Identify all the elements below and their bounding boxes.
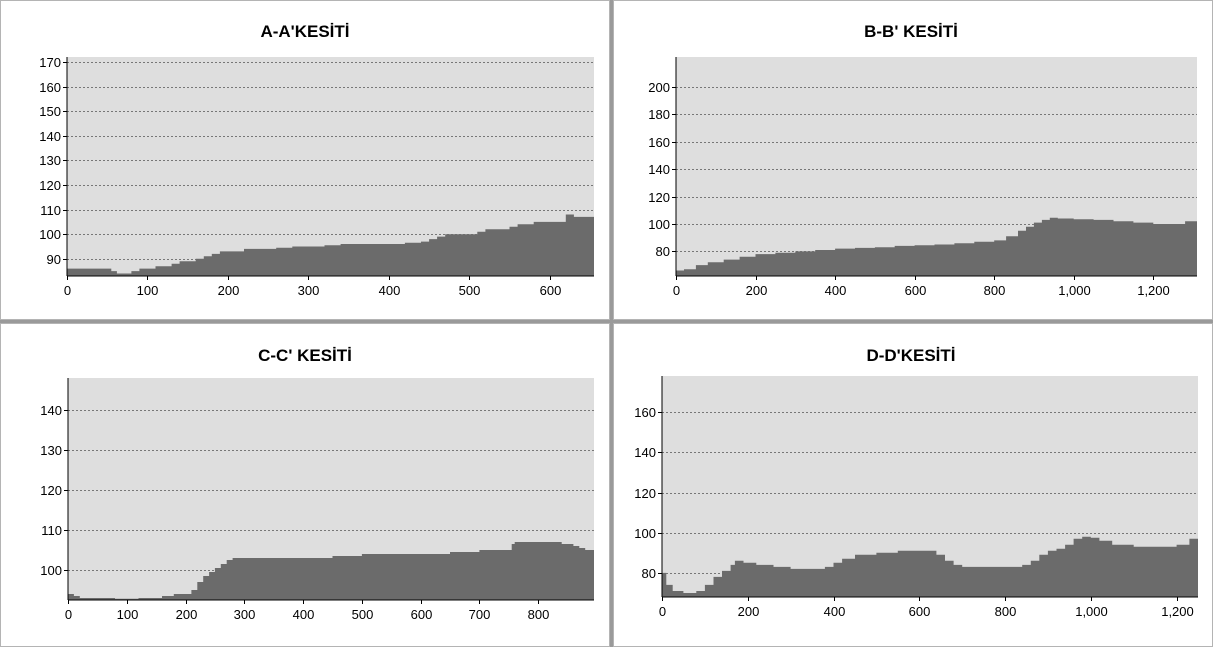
y-tick-label: 80: [656, 244, 670, 259]
y-tick-label: 160: [648, 135, 670, 150]
x-tick-layer: 0 200 400 600 800 1,000 1,200: [673, 276, 1170, 298]
profile-area: [68, 542, 594, 600]
y-tick-label: 120: [634, 486, 656, 501]
x-tick-label: 400: [379, 283, 401, 298]
axis-layer: [66, 57, 594, 277]
x-tick-label: 200: [738, 604, 760, 619]
x-tick-label: 200: [218, 283, 240, 298]
x-tick-label: 700: [469, 607, 491, 622]
y-tick-label: 100: [39, 227, 61, 242]
x-tick-label: 0: [64, 283, 71, 298]
chart-svg-b: B-B' KESİTİ 80 100 120 140 160 180 200 0 200 400…: [648, 22, 1197, 298]
y-tick-label: 160: [634, 405, 656, 420]
y-tick-layer: 100 110 120 130 140: [40, 403, 68, 578]
y-tick-layer: 90 100 110 120 130 140 150 160 170: [39, 55, 67, 267]
y-tick-label: 100: [648, 217, 670, 232]
panel-divider-vertical: [610, 0, 613, 647]
chart-panel-c: C-C' KESİTİ 100 110 120 130 140 0 100 200 300 40…: [0, 323, 610, 647]
x-tick-layer: 0 200 400 600 800 1,000 1,200: [659, 597, 1194, 619]
axis-layer: [67, 378, 594, 601]
x-tick-label: 200: [746, 283, 768, 298]
x-tick-label: 800: [984, 283, 1006, 298]
chart-panel-d: D-D'KESİTİ 80 100 120 140 160 0 200 400 600 800 1…: [613, 323, 1213, 647]
y-tick-label: 100: [634, 526, 656, 541]
x-tick-label: 400: [825, 283, 847, 298]
y-tick-label: 90: [47, 252, 61, 267]
x-tick-label: 400: [824, 604, 846, 619]
x-tick-label: 1,000: [1075, 604, 1108, 619]
axis-layer: [675, 57, 1197, 277]
y-tick-label: 80: [642, 566, 656, 581]
chart-svg-a: A-A'KESİTİ 90 100 110 120 130 140 150 160 170 0 1…: [39, 22, 594, 298]
x-tick-label: 100: [137, 283, 159, 298]
chart-svg-c: C-C' KESİTİ 100 110 120 130 140 0 100 200 300 40…: [40, 346, 594, 622]
chart-title: D-D'KESİTİ: [866, 346, 955, 365]
profile-area: [676, 217, 1197, 276]
y-tick-layer: 80 100 120 140 160: [634, 405, 662, 581]
area-layer: [67, 214, 594, 276]
chart-title: C-C' KESİTİ: [258, 346, 352, 365]
profile-area: [662, 534, 1198, 597]
x-tick-label: 1,200: [1161, 604, 1194, 619]
y-tick-label: 120: [648, 190, 670, 205]
chart-panel-b: B-B' KESİTİ 80 100 120 140 160 180 200 0 200 400…: [613, 0, 1213, 320]
x-tick-label: 600: [411, 607, 433, 622]
y-tick-label: 170: [39, 55, 61, 70]
area-layer: [676, 217, 1197, 276]
y-tick-label: 160: [39, 80, 61, 95]
x-tick-label: 300: [298, 283, 320, 298]
y-tick-label: 130: [39, 153, 61, 168]
x-tick-label: 1,000: [1058, 283, 1091, 298]
x-tick-label: 1,200: [1137, 283, 1170, 298]
y-tick-label: 120: [39, 178, 61, 193]
y-tick-label: 200: [648, 80, 670, 95]
x-tick-label: 100: [117, 607, 139, 622]
x-tick-label: 500: [352, 607, 374, 622]
y-tick-label: 140: [634, 445, 656, 460]
x-tick-label: 600: [905, 283, 927, 298]
x-tick-label: 200: [176, 607, 198, 622]
chart-title: A-A'KESİTİ: [260, 22, 349, 41]
panel-divider-horizontal: [0, 320, 1213, 323]
y-tick-label: 100: [40, 563, 62, 578]
area-layer: [662, 534, 1198, 597]
y-tick-layer: 80 100 120 140 160 180 200: [648, 80, 676, 259]
x-tick-label: 0: [659, 604, 666, 619]
x-tick-label: 400: [293, 607, 315, 622]
x-tick-layer: 0 100 200 300 400 500 600 700 800: [65, 600, 549, 622]
y-tick-label: 120: [40, 483, 62, 498]
y-tick-label: 130: [40, 443, 62, 458]
chart-title: B-B' KESİTİ: [864, 22, 958, 41]
y-tick-label: 110: [41, 523, 62, 538]
x-tick-label: 800: [528, 607, 550, 622]
y-tick-label: 140: [648, 162, 670, 177]
x-tick-label: 500: [459, 283, 481, 298]
chart-panel-a: A-A'KESİTİ 90 100 110 120 130 140 150 160 170 0 1…: [0, 0, 610, 320]
x-tick-label: 300: [234, 607, 256, 622]
y-tick-label: 180: [648, 107, 670, 122]
area-layer: [68, 542, 594, 600]
chart-svg-d: D-D'KESİTİ 80 100 120 140 160 0 200 400 600 800 1…: [634, 346, 1198, 619]
y-tick-label: 140: [39, 129, 61, 144]
profile-area: [67, 214, 594, 276]
chart-frame-a: [0, 0, 610, 320]
y-tick-label: 140: [40, 403, 62, 418]
x-tick-layer: 0 100 200 300 400 500 600: [64, 276, 561, 298]
x-tick-label: 800: [995, 604, 1017, 619]
x-tick-label: 600: [540, 283, 562, 298]
y-tick-label: 110: [40, 203, 61, 218]
x-tick-label: 0: [65, 607, 72, 622]
x-tick-label: 0: [673, 283, 680, 298]
x-tick-label: 600: [909, 604, 931, 619]
y-tick-label: 150: [39, 104, 61, 119]
